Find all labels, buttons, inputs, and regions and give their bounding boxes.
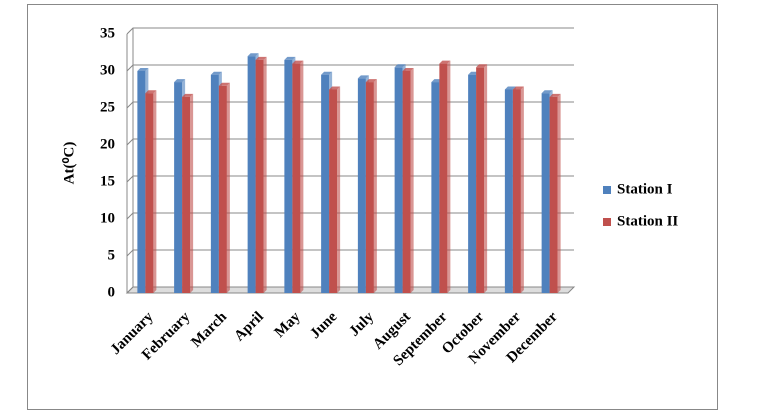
bar <box>504 89 513 293</box>
bar <box>431 82 440 293</box>
bar <box>174 82 183 293</box>
y-tick-label: 30 <box>100 62 115 78</box>
bar-top <box>218 82 230 86</box>
bar-top <box>476 64 488 68</box>
y-tick-label: 20 <box>100 136 115 152</box>
bar-side <box>337 86 341 293</box>
bar-side <box>263 56 267 294</box>
bar-side <box>373 79 377 293</box>
bar <box>402 71 411 293</box>
bar-side <box>484 64 488 293</box>
bar-top <box>292 60 304 64</box>
grid-line <box>126 138 574 146</box>
bar <box>329 89 338 293</box>
grid-line <box>126 249 574 257</box>
bar <box>394 67 403 293</box>
grid-line <box>126 101 574 109</box>
y-tick-label: 25 <box>100 99 115 115</box>
y-tick-label: 0 <box>108 284 116 300</box>
bar <box>247 56 256 294</box>
bar <box>284 59 293 294</box>
grid-line <box>126 64 574 72</box>
bar-top <box>329 86 341 90</box>
bar <box>255 59 264 294</box>
bar <box>357 78 366 294</box>
bar <box>182 96 191 294</box>
bar <box>468 74 477 293</box>
bar-top <box>541 90 553 94</box>
bar <box>549 96 558 294</box>
bar <box>365 82 374 293</box>
bar <box>292 63 301 293</box>
bar-side <box>190 93 194 294</box>
legend-label: Station II <box>617 213 678 229</box>
bar <box>145 93 154 293</box>
bar-top <box>321 71 333 75</box>
bar-top <box>549 93 561 97</box>
y-tick-label: 15 <box>100 173 115 189</box>
bar <box>210 74 219 293</box>
bar-top <box>402 68 414 71</box>
bar-side <box>153 90 157 293</box>
legend-label: Station I <box>617 181 673 197</box>
grid-line <box>126 212 574 220</box>
bar-top <box>255 56 267 60</box>
grid-line <box>126 27 574 35</box>
bar-top <box>210 71 222 75</box>
grid-line <box>126 175 574 183</box>
bar-side <box>520 86 524 293</box>
bar-top <box>247 53 259 57</box>
bar <box>218 85 227 293</box>
legend-swatch <box>603 218 611 226</box>
legend-swatch <box>603 186 611 194</box>
bar-top <box>145 90 157 94</box>
bar-top <box>512 86 524 90</box>
bar-top <box>394 64 406 68</box>
y-axis-label: At(⁰C) <box>61 142 77 185</box>
y-tick-label: 35 <box>100 25 115 41</box>
bar-side <box>410 68 414 293</box>
bar <box>321 74 330 293</box>
bar-top <box>182 93 194 97</box>
bar <box>541 93 550 293</box>
bar <box>137 71 146 293</box>
bar-top <box>174 79 186 83</box>
bar-top <box>357 75 369 79</box>
bar-side <box>300 60 304 293</box>
bar-top <box>504 86 516 90</box>
bar <box>439 63 448 293</box>
bar-top <box>439 60 451 64</box>
bar-side <box>557 93 561 294</box>
bar <box>512 89 521 293</box>
grid-line <box>126 286 574 294</box>
bar-side <box>226 82 230 293</box>
bar-side <box>447 60 451 293</box>
bar-top <box>365 79 377 83</box>
y-tick-label: 10 <box>100 210 115 226</box>
y-tick-label: 5 <box>108 247 116 263</box>
bar <box>476 67 485 293</box>
bar-top <box>137 68 149 71</box>
bar-top <box>284 56 296 60</box>
